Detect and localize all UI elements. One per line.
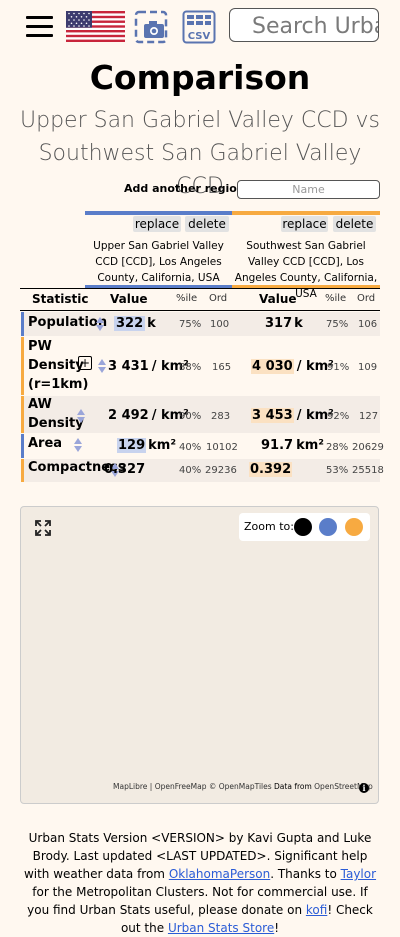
pctile-2: 92% [327,411,350,422]
region-1-replace-button[interactable]: replace [133,216,181,232]
zoom-region-2-button[interactable] [345,518,363,536]
map-attribution: MapLibre | OpenFreeMap © OpenMapTiles Da… [113,782,373,791]
ord-2: 109 [358,362,378,373]
search-box[interactable] [229,8,379,42]
header-pctile-2: %ile [325,293,347,304]
pctile-2: 28% [326,442,349,453]
header-ord-1: Ord [209,293,228,304]
store-link[interactable]: Urban Stats Store [167,921,275,935]
csv-icon[interactable]: CSV [182,10,216,44]
value-1: 2 492 [108,408,149,423]
value-2: 3 453 [251,408,294,423]
search-input[interactable] [230,9,378,41]
stat-label-population[interactable]: Population [28,315,108,330]
screenshot-icon[interactable] [134,10,168,44]
table-header-divider-bottom [20,310,380,311]
ord-1: 29236 [205,465,237,476]
pctile-1: 40% [179,465,202,476]
value-1: 0.327 [104,462,146,477]
menu-icon[interactable] [26,16,53,38]
region-1-name[interactable]: Upper San Gabriel Valley CCD [CCD], Los … [93,240,224,284]
zoom-region-1-button[interactable] [319,518,337,536]
pctile-1: 40% [179,442,202,453]
stat-label-area[interactable]: Area [28,436,63,451]
stat-label-compactness[interactable]: Compactness [28,460,126,475]
ord-1: 165 [212,362,232,373]
ord-2: 25518 [352,465,384,476]
region-2-color-bar [232,211,380,215]
taylor-link[interactable]: Taylor [340,867,377,881]
add-region-label: Add another region: [124,182,250,195]
value-2: 91.7 [261,438,294,453]
header-ord-2: Ord [357,293,376,304]
pctile-1: 88% [179,362,202,373]
header-pctile-1: %ile [176,293,198,304]
stat-label-aw-density[interactable]: AW Density [28,397,84,431]
region-2-color-bar-bottom [232,285,380,289]
header-value-2: Value [259,292,297,306]
value-2: 4 030 [251,359,294,374]
sort-arrows-icon[interactable] [97,358,107,374]
svg-text:CSV: CSV [188,31,211,42]
region-1-color-bar [85,211,232,215]
ord-1: 100 [210,319,230,330]
sort-arrows-icon[interactable] [76,408,86,424]
info-icon[interactable]: i [359,783,369,793]
page-title: Comparison [89,58,311,97]
pctile-1: 90% [179,411,202,422]
sort-arrows-icon[interactable] [73,437,83,453]
zoom-all-button[interactable] [294,518,312,536]
header-statistic: Statistic [32,292,89,306]
region-1-color-bar-bottom [85,285,232,289]
region-2-delete-button[interactable]: delete [333,216,376,232]
ord-1: 10102 [206,442,238,453]
header-value-1: Value [110,292,148,306]
osm-link[interactable]: OpenStreetMap [314,782,373,791]
sort-arrows-icon[interactable] [95,316,105,332]
pctile-2: 53% [326,465,349,476]
region-2-name[interactable]: Southwest San Gabriel Valley CCD [CCD], … [234,240,378,300]
stat-label-pw-density[interactable]: PW Density (r=1km) [28,339,89,392]
kofi-link[interactable]: kofi [305,903,328,917]
value-1: 322 [114,316,146,331]
table-header-divider [20,288,380,289]
us-flag-icon[interactable] [66,11,125,42]
value-2: 0.392 [249,462,293,477]
pctile-1: 75% [179,319,202,330]
add-region-input[interactable] [237,180,380,199]
ord-1: 283 [211,411,231,422]
expand-button[interactable]: + [78,356,92,370]
map[interactable] [20,506,379,804]
zoom-to-label: Zoom to: [244,520,294,533]
footer: Urban Stats Version <VERSION> by Kavi Gu… [23,831,377,935]
maplibre-link[interactable]: MapLibre [113,782,148,791]
region-2-replace-button[interactable]: replace [281,216,328,232]
pctile-2: 75% [326,319,349,330]
value-2: 317 [265,316,293,331]
region-1-delete-button[interactable]: delete [185,216,229,232]
ord-2: 127 [359,411,379,422]
ord-2: 106 [358,319,378,330]
page-subtitle: Upper San Gabriel Valley CCD vs Southwes… [20,108,381,199]
sort-arrows-icon[interactable] [110,462,120,478]
ord-2: 20629 [352,442,384,453]
fullscreen-icon[interactable] [33,518,53,538]
pctile-2: 91% [327,362,350,373]
value-1: 3 431 [108,359,149,374]
openfreemap-link[interactable]: OpenFreeMap [154,782,207,791]
value-1: 129 [117,438,147,453]
oklahomaperson-link[interactable]: OklahomaPerson [168,867,271,881]
